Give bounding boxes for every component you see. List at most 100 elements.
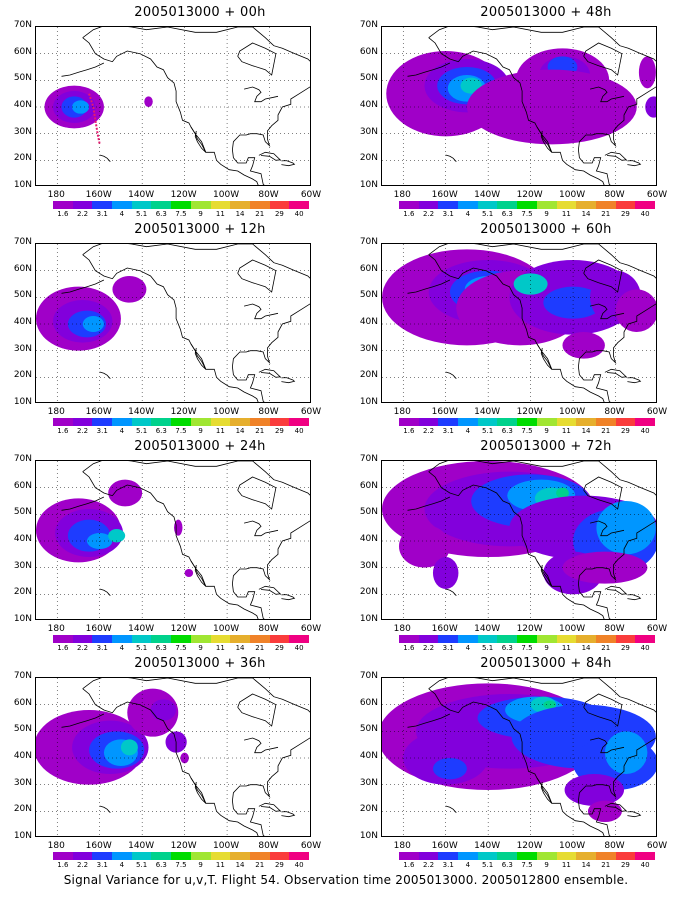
colorbar-swatch	[536, 201, 557, 209]
colorbar-label: 9	[198, 644, 203, 652]
lat-tick-label: 50N	[359, 507, 378, 518]
colorbar-swatch	[131, 635, 152, 643]
colorbar	[53, 852, 309, 860]
colorbar-label: 21	[601, 210, 611, 218]
lat-tick-label: 30N	[13, 126, 32, 137]
colorbar-swatch	[230, 418, 250, 426]
colorbar-label: 1.6	[57, 427, 69, 435]
variance-shading	[108, 529, 126, 543]
coastline	[281, 377, 296, 384]
lat-tick-label: 30N	[13, 777, 32, 788]
colorbar-label: 6.3	[155, 644, 167, 652]
coastline	[82, 471, 259, 619]
lon-tick-label: 120W	[516, 190, 543, 200]
colorbar-label: 21	[255, 644, 265, 652]
colorbar-swatch	[249, 852, 270, 860]
colorbar-label: 1.6	[403, 427, 415, 435]
lon-tick-label: 120W	[170, 190, 197, 200]
colorbar-swatch	[458, 852, 478, 860]
colorbar-swatch	[171, 852, 191, 860]
colorbar-label: 40	[294, 427, 304, 435]
colorbar-label: 2.2	[422, 210, 435, 218]
colorbar-label: 14	[581, 644, 591, 652]
coastline	[627, 811, 642, 818]
lat-tick-label: 20N	[13, 804, 32, 815]
map-panel: 2005013000 + 60h 70N 60N 50N 40N 30N 20N 10N 180…	[360, 217, 692, 435]
coastline	[82, 688, 259, 836]
map-svg	[382, 244, 656, 402]
colorbar-label: 21	[255, 861, 265, 869]
colorbar-label: 6.3	[501, 644, 513, 652]
colorbar-swatch	[210, 635, 231, 643]
colorbar-swatch	[576, 852, 596, 860]
colorbar-label: 29	[620, 861, 630, 869]
lon-tick-label: 140W	[128, 624, 155, 634]
colorbar-label: 14	[235, 427, 245, 435]
colorbar-swatch	[477, 418, 498, 426]
coastline	[428, 471, 605, 619]
lon-tick-label: 140W	[128, 841, 155, 851]
colorbar-swatch	[289, 635, 309, 643]
coastline	[258, 151, 282, 161]
colorbar-label: 4	[119, 427, 125, 435]
coastline	[590, 303, 625, 320]
panel-title: 2005013000 + 60h	[480, 222, 612, 237]
variance-shading	[466, 69, 637, 145]
coastline	[445, 805, 457, 813]
lon-tick-label: 160W	[431, 624, 458, 634]
map-panel: 2005013000 + 24h 70N 60N 50N 40N 30N 20N 10N 180…	[14, 434, 370, 652]
coastline	[82, 254, 259, 402]
colorbar-swatch	[615, 852, 636, 860]
colorbar-label: 9	[544, 861, 549, 869]
coastline	[604, 585, 628, 595]
lat-tick-label: 70N	[13, 237, 32, 247]
colorbar-swatch	[458, 201, 478, 209]
coastline	[281, 811, 296, 818]
colorbar-swatch	[289, 852, 309, 860]
colorbar-label: 6.3	[155, 861, 167, 869]
lon-tick-label: 60W	[646, 407, 668, 417]
coastline	[258, 585, 282, 595]
colorbar-swatch	[497, 201, 518, 209]
coastline	[99, 371, 111, 379]
colorbar-swatch	[190, 635, 211, 643]
colorbar-label: 11	[561, 210, 571, 218]
lat-tick-label: 50N	[13, 290, 32, 301]
colorbar-swatch	[477, 635, 498, 643]
lon-tick-label: 80W	[604, 407, 625, 417]
colorbar-label: 7.5	[175, 861, 187, 869]
colorbar-label: 5.1	[136, 861, 148, 869]
lat-tick-label: 70N	[359, 237, 378, 247]
lon-tick-label: 80W	[258, 841, 279, 851]
lat-tick-label: 50N	[359, 73, 378, 84]
colorbar-swatch	[497, 418, 518, 426]
colorbar-label: 29	[620, 210, 630, 218]
colorbar-swatch	[399, 635, 419, 643]
coastline	[428, 27, 656, 185]
lon-tick-label: 160W	[85, 190, 112, 200]
coastline	[61, 713, 105, 728]
colorbar-swatch	[556, 852, 577, 860]
colorbar-swatch	[131, 418, 152, 426]
colorbar-swatch	[230, 201, 250, 209]
map-svg	[382, 678, 656, 836]
map-svg	[36, 27, 310, 185]
colorbar-swatch	[249, 201, 270, 209]
lon-tick-label: 160W	[431, 190, 458, 200]
colorbar-label: 7.5	[521, 861, 533, 869]
colorbar-swatch	[112, 201, 132, 209]
colorbar-swatch	[210, 201, 231, 209]
colorbar	[399, 201, 655, 209]
colorbar-label: 11	[215, 210, 225, 218]
lat-tick-label: 20N	[359, 370, 378, 381]
colorbar	[53, 418, 309, 426]
colorbar-label: 4	[465, 644, 471, 652]
lon-tick-label: 120W	[170, 624, 197, 634]
colorbar-labels: 1.6 2.2 3.1 4 5.1 6.3 7.5 9 11 14 21 29 40	[399, 210, 655, 218]
lon-tick-label: 100W	[213, 407, 240, 417]
colorbar-label: 40	[640, 210, 650, 218]
colorbar-label: 4	[119, 644, 125, 652]
lon-tick-label: 80W	[258, 624, 279, 634]
colorbar-label: 29	[620, 644, 630, 652]
coastline	[627, 377, 642, 384]
